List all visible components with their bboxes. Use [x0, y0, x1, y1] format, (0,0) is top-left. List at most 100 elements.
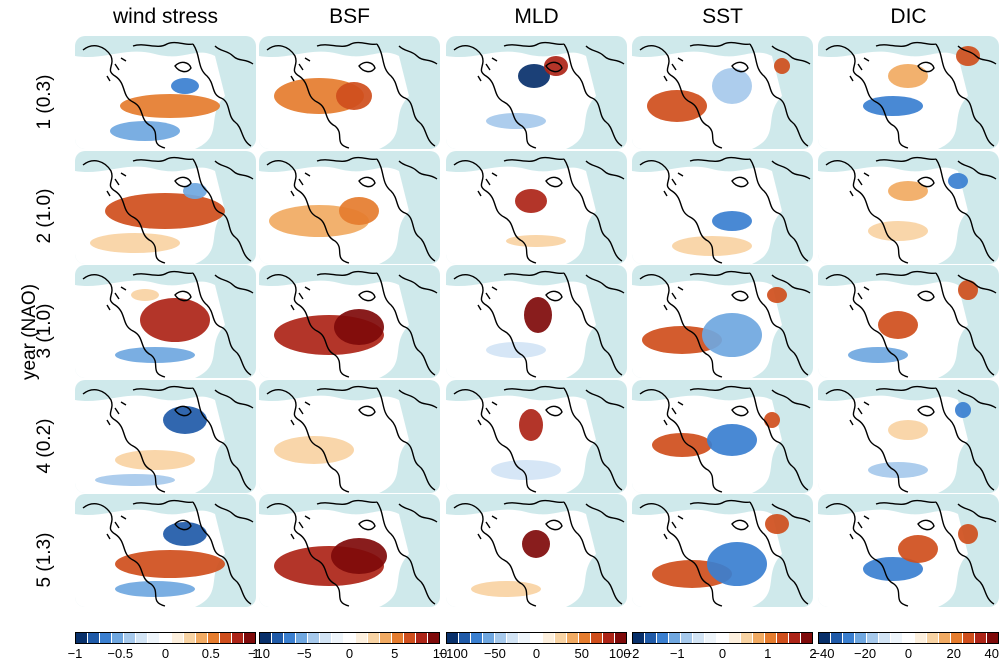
anomaly-blob — [956, 46, 980, 66]
coastline — [825, 499, 997, 607]
anomaly-blob — [140, 298, 210, 342]
colorbar-ticks-dic: −40 −20 0 20 40 — [812, 646, 999, 662]
map-svg — [818, 270, 997, 378]
tick-label: 5 — [391, 646, 399, 661]
row-label-year-4: 4 (0.2) — [34, 418, 55, 474]
coastline — [825, 385, 997, 493]
colorbar-swatch — [951, 633, 963, 643]
anomaly-blob — [647, 90, 707, 122]
colorbar-swatch — [789, 633, 801, 643]
anomaly-blob — [105, 193, 225, 229]
coastline — [266, 41, 438, 149]
coastline — [290, 286, 376, 311]
map-svg — [75, 270, 254, 378]
colorbar-swatch — [963, 633, 975, 643]
anomaly-blob — [712, 211, 752, 231]
map-svg — [818, 385, 997, 493]
anomaly-blob — [334, 309, 384, 345]
ocean-area — [446, 166, 596, 264]
map-svg — [446, 385, 625, 493]
row-label-year-3: 3 (1.0) — [34, 303, 55, 359]
map-svg — [75, 156, 254, 264]
coastline — [663, 286, 749, 311]
tick-label: 0 — [161, 646, 170, 661]
colorbar-swatch — [879, 633, 891, 643]
colorbar-swatch — [891, 633, 903, 643]
colorbar-swatch — [260, 633, 272, 643]
colorbar-swatch — [645, 633, 657, 643]
coastline — [639, 156, 811, 264]
colorbar-swatch — [344, 633, 356, 643]
colorbar-sst — [632, 632, 813, 644]
anomaly-blob — [652, 433, 712, 457]
anomaly-blob — [522, 530, 550, 558]
anomaly-blob — [888, 181, 928, 201]
coastline — [266, 270, 438, 378]
anomaly-blob — [471, 581, 541, 597]
colorbar-swatch — [244, 633, 255, 643]
map-svg — [632, 385, 811, 493]
tick-label: −2 — [624, 646, 640, 661]
colorbar-swatch — [447, 633, 459, 643]
colorbar-swatch — [939, 633, 951, 643]
coastline — [663, 172, 749, 197]
coastline — [453, 270, 625, 378]
coastline — [266, 156, 438, 264]
map-panel-mld-year-3 — [446, 265, 627, 378]
coastline — [453, 385, 625, 493]
coastline — [453, 41, 625, 149]
colorbar-swatch — [208, 633, 220, 643]
coastline — [453, 156, 625, 264]
coastline — [477, 57, 563, 82]
coastline — [290, 57, 376, 82]
anomaly-blob — [183, 183, 207, 199]
colorbar-swatch — [428, 633, 439, 643]
ocean-area — [446, 509, 596, 607]
map-panel-wind-stress-year-4 — [75, 380, 256, 493]
colorbar-swatch — [855, 633, 867, 643]
anomaly-blob — [707, 424, 757, 456]
anomaly-blob — [868, 221, 928, 241]
tick-label: 0 — [532, 646, 541, 661]
anomaly-blob — [863, 557, 923, 581]
map-svg — [632, 156, 811, 264]
anomaly-blob — [544, 56, 568, 76]
coastline — [663, 401, 749, 426]
colorbar-swatch — [543, 633, 555, 643]
anomaly-blob — [163, 522, 207, 546]
map-panel-dic-year-1 — [818, 36, 999, 149]
map-svg — [818, 156, 997, 264]
anomaly-blob — [110, 121, 180, 141]
map-svg — [75, 41, 254, 149]
colorbar-swatch — [184, 633, 196, 643]
colorbar-swatch — [404, 633, 416, 643]
coastline — [663, 515, 749, 540]
tick-label: −1 — [669, 646, 685, 661]
map-panel-bsf-year-5 — [259, 494, 440, 607]
column-title-sst: SST — [702, 5, 743, 28]
anomaly-blob — [848, 347, 908, 363]
coastline — [106, 172, 192, 197]
colorbar-swatch — [519, 633, 531, 643]
tick-label: 40 — [984, 646, 999, 661]
tick-label: −0.5 — [107, 646, 134, 661]
map-svg — [259, 156, 438, 264]
map-panel-bsf-year-1 — [259, 36, 440, 149]
map-panel-bsf-year-4 — [259, 380, 440, 493]
colorbar-swatch — [741, 633, 753, 643]
colorbar-swatch — [483, 633, 495, 643]
map-svg — [446, 41, 625, 149]
colorbar-swatch — [220, 633, 232, 643]
colorbar-swatch — [416, 633, 428, 643]
anomaly-blob — [163, 406, 207, 434]
coastline — [82, 156, 254, 264]
tick-label: 10 — [432, 646, 448, 661]
coastline — [849, 401, 935, 426]
map-panel-mld-year-5 — [446, 494, 627, 607]
anomaly-blob — [767, 287, 787, 303]
coastline — [477, 286, 563, 311]
anomaly-blob — [642, 326, 722, 354]
tick-label: −100 — [438, 646, 468, 661]
colorbar-swatch — [76, 633, 88, 643]
colorbar-bsf — [259, 632, 440, 644]
